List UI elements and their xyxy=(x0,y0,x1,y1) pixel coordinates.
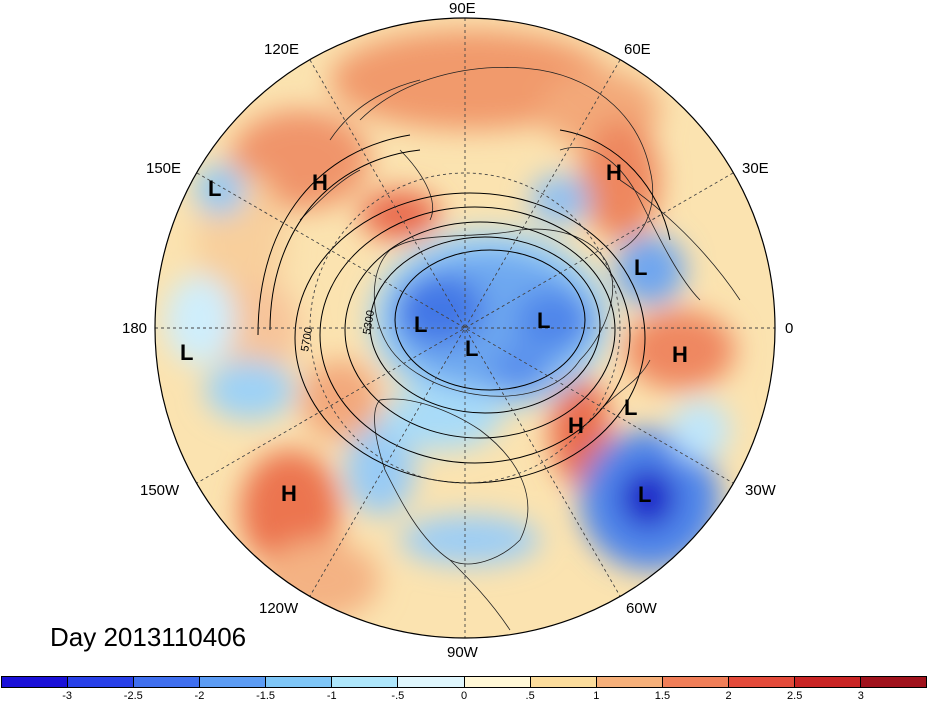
pressure-center-low: L xyxy=(537,308,550,333)
lon-label-180: 180 xyxy=(122,320,148,337)
colorbar-swatch xyxy=(398,677,465,687)
colorbar-tick-label: 3 xyxy=(857,690,864,702)
pressure-center-low: L xyxy=(638,482,651,507)
colorbar-tick-label: 1 xyxy=(593,690,600,702)
colorbar-tick-label: -.5 xyxy=(391,690,405,702)
colorbar-tick-label: -1.5 xyxy=(256,690,276,702)
colorbar-tick-label: .5 xyxy=(525,690,535,702)
lon-label-0: 0 xyxy=(785,320,794,337)
coastlines xyxy=(299,67,741,631)
colorbar-tick-label: 2.5 xyxy=(787,690,803,702)
colorbar xyxy=(1,676,927,688)
pressure-center-high: H xyxy=(606,160,622,185)
colorbar-swatch xyxy=(794,677,862,687)
lon-label-90w: 90W xyxy=(447,644,478,661)
pressure-center-low: L xyxy=(465,336,478,361)
pressure-center-high: H xyxy=(672,342,688,367)
pressure-center-low: L xyxy=(634,255,647,280)
lon-label-120w: 120W xyxy=(259,600,299,617)
colorbar-swatch xyxy=(134,677,201,687)
colorbar-swatch xyxy=(530,677,597,687)
pressure-centers: H L H L L L L L H L H H L xyxy=(180,160,688,507)
colorbar-tick-label: 1.5 xyxy=(654,690,671,702)
colorbar-swatch xyxy=(332,677,399,687)
lon-label-90e: 90E xyxy=(449,0,476,17)
pressure-center-low: L xyxy=(180,340,193,365)
colorbar-swatch xyxy=(2,677,69,687)
colorbar-tick-label: -1 xyxy=(326,690,337,702)
pressure-center-low: L xyxy=(624,395,637,420)
day-label: Day 2013110406 xyxy=(50,622,247,652)
colorbar-tick-label: 0 xyxy=(460,690,468,702)
pressure-center-high: H xyxy=(312,170,328,195)
colorbar-swatch xyxy=(266,677,333,687)
pressure-center-low: L xyxy=(208,176,221,201)
colorbar-swatch xyxy=(728,677,795,687)
lon-label-30w: 30W xyxy=(745,482,776,499)
lon-label-150w: 150W xyxy=(140,482,180,499)
pressure-center-high: H xyxy=(568,413,584,438)
lon-label-60w: 60W xyxy=(626,600,657,617)
colorbar-swatch xyxy=(68,677,135,687)
graticule xyxy=(155,18,775,638)
polar-map: 5300 5700 H L H L L L L L H L H H L xyxy=(154,17,776,639)
pressure-center-low: L xyxy=(414,312,427,337)
colorbar-tick-label: -2.5 xyxy=(123,690,143,702)
colorbar-tick-label: -3 xyxy=(62,690,73,702)
colorbar-tick-label: 2 xyxy=(725,690,732,702)
lon-label-150e: 150E xyxy=(146,160,182,177)
contour-label: 5700 xyxy=(299,326,315,352)
colorbar-swatch xyxy=(596,677,663,687)
pressure-center-high: H xyxy=(281,481,297,506)
contour-label: 5300 xyxy=(361,309,377,335)
anomaly-field xyxy=(165,30,735,620)
lon-label-120e: 120E xyxy=(264,41,300,58)
lon-label-30e: 30E xyxy=(742,160,769,177)
map-boundary xyxy=(154,17,776,639)
colorbar-swatch xyxy=(464,677,531,687)
lon-label-60e: 60E xyxy=(624,41,651,58)
colorbar-swatch xyxy=(200,677,267,687)
colorbar-swatch xyxy=(861,677,927,687)
colorbar-swatch xyxy=(662,677,729,687)
height-contours xyxy=(257,129,671,484)
colorbar-tick-label: -2 xyxy=(194,690,205,702)
